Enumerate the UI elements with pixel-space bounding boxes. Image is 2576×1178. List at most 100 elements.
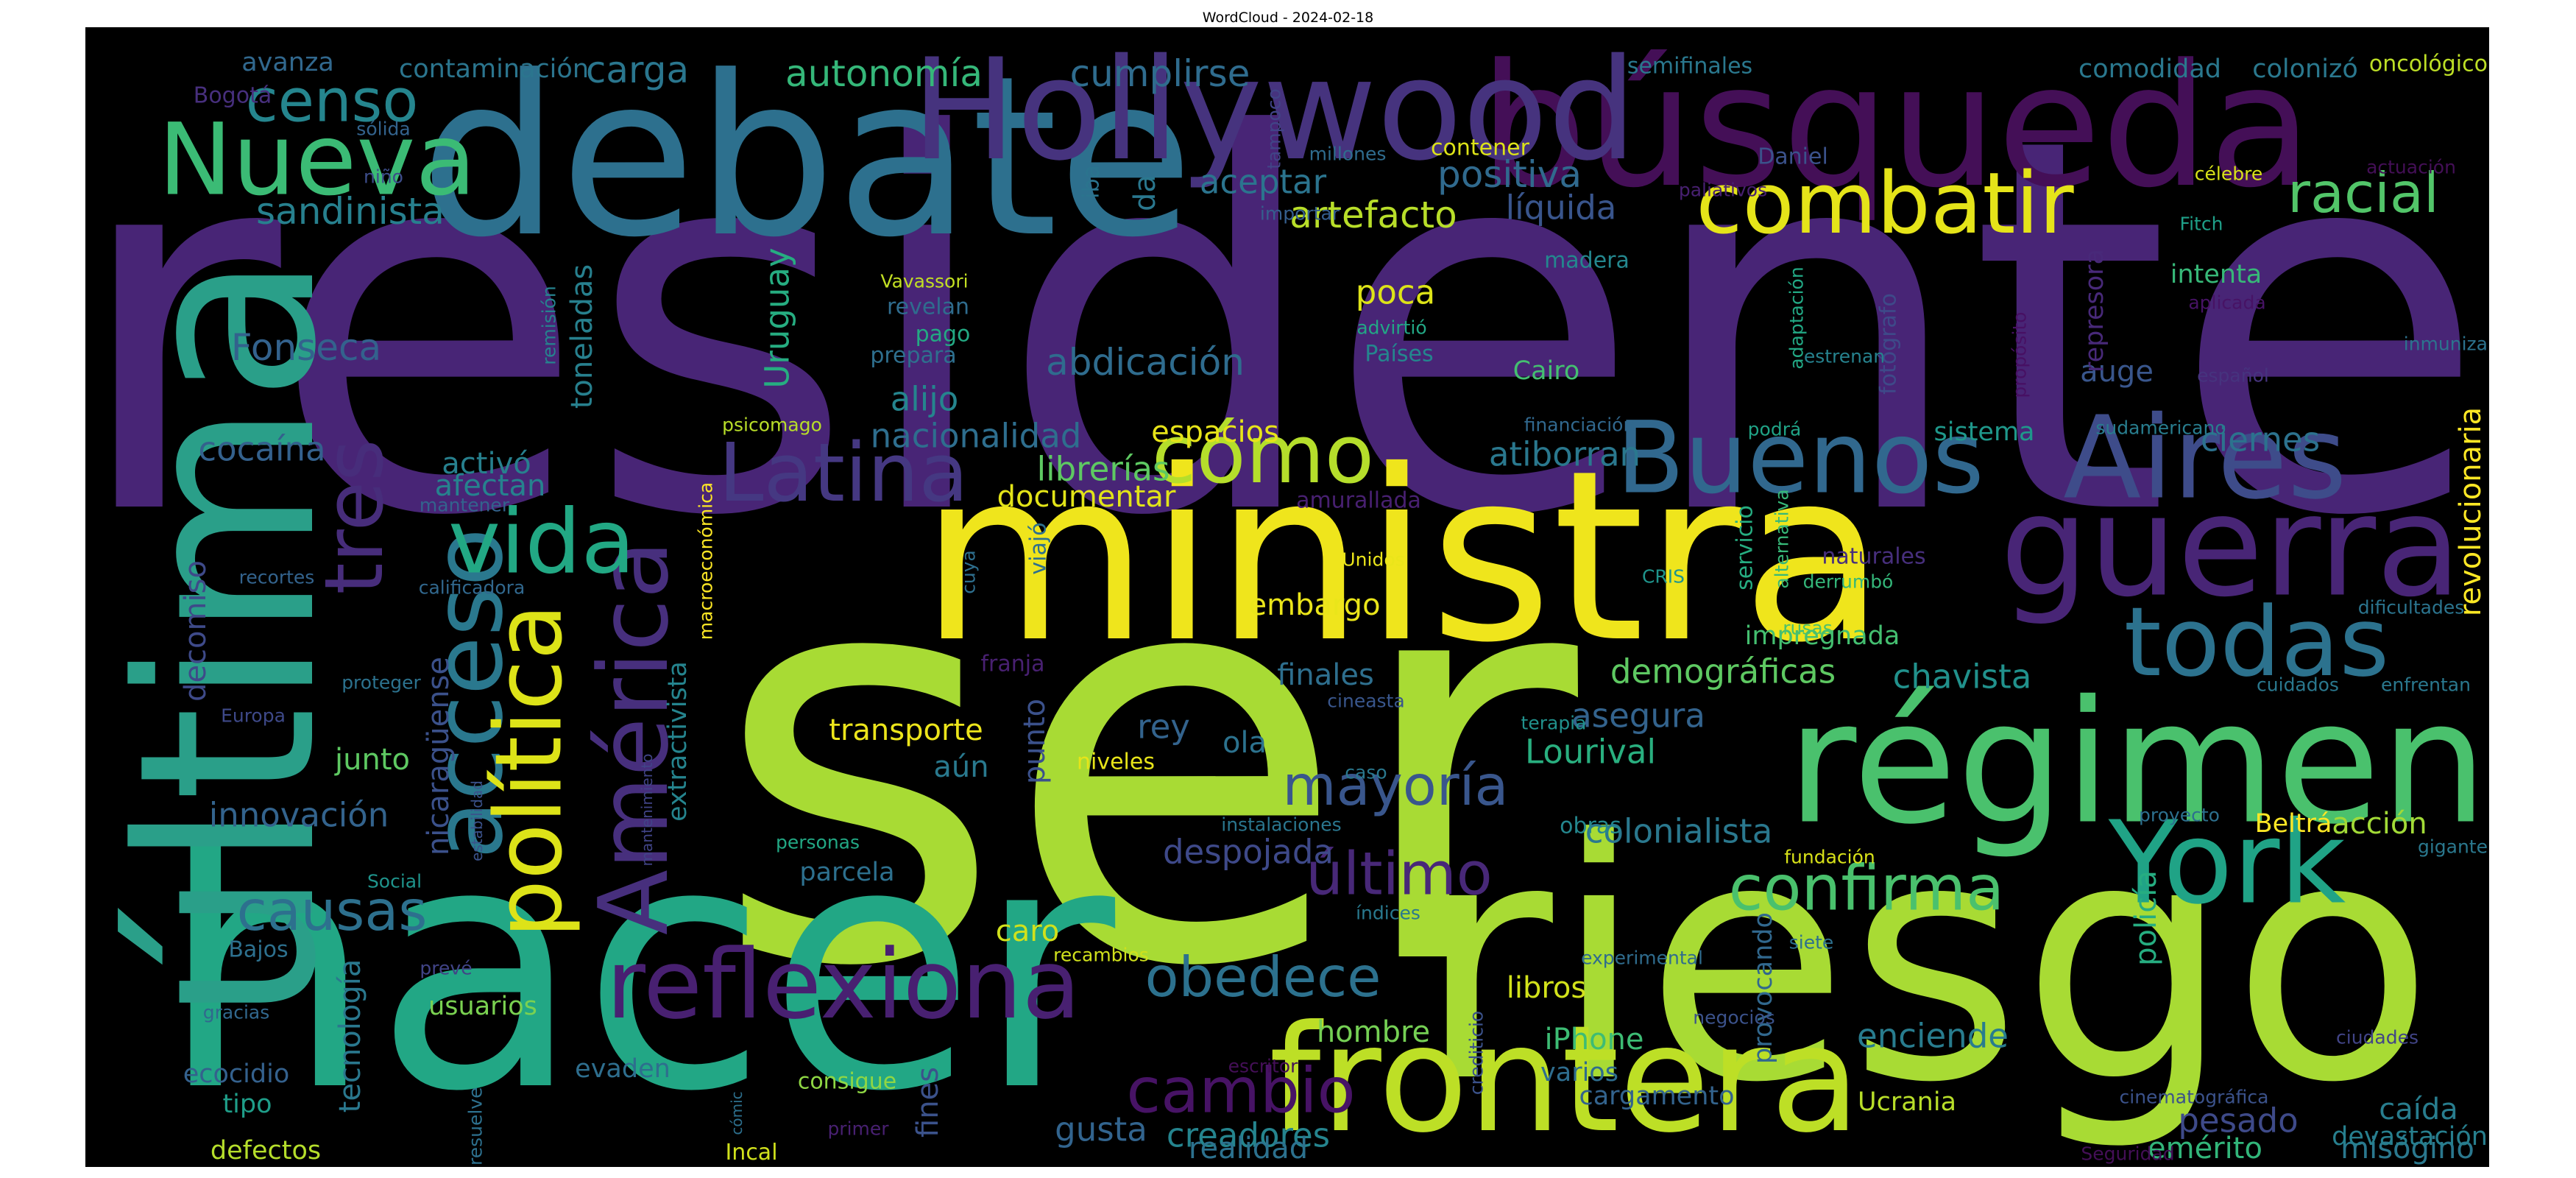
word-espacios: espacios xyxy=(1151,415,1279,449)
word-naturales: naturales xyxy=(1822,544,1925,570)
word-york: York xyxy=(2108,797,2346,930)
word-iphone: iPhone xyxy=(1544,1023,1643,1057)
word-provocando: provocando xyxy=(1749,912,1778,1064)
word-revolucionaria: revolucionaria xyxy=(2454,407,2488,616)
word-obras: obras xyxy=(1560,814,1621,839)
word-primer: primer xyxy=(827,1118,889,1140)
word-remision: remisión xyxy=(539,286,560,365)
word-librerias: librerías xyxy=(1037,450,1170,489)
word-amurallada: amurallada xyxy=(1296,488,1421,514)
word-decomiso: decomiso xyxy=(179,560,213,702)
word-derrumbo: derrumbó xyxy=(1803,571,1894,593)
word-aun: aún xyxy=(933,750,988,784)
word-acceso: acceso xyxy=(412,528,524,859)
word-latina: Latina xyxy=(718,426,969,520)
word-abdicacion: abdicación xyxy=(1046,341,1245,384)
word-beltra: Beltrá xyxy=(2255,809,2332,839)
word-colonizo: colonizó xyxy=(2252,54,2358,84)
word-mayoria: mayoría xyxy=(1283,753,1509,818)
word-emerito: emérito xyxy=(2148,1132,2262,1165)
word-actuacion: actuación xyxy=(2366,157,2456,178)
word-servicio: servicio xyxy=(1733,505,1758,590)
word-proyecto: proyecto xyxy=(2139,805,2220,826)
word-ser: ser xyxy=(712,438,1584,1089)
word-seguridad: Seguridad xyxy=(2081,1143,2174,1165)
word-intenta: intenta xyxy=(2170,260,2262,289)
word-racial: racial xyxy=(2287,161,2439,225)
word-dificultades: dificultades xyxy=(2358,597,2465,618)
word-accion: acción xyxy=(2332,807,2427,841)
word-ucrania: Ucrania xyxy=(1858,1087,1956,1117)
word-personas: personas xyxy=(776,832,860,853)
word-negocios: negocios xyxy=(1693,1007,1774,1029)
word-aplicada: aplicada xyxy=(2188,292,2265,314)
word-terapia: terapia xyxy=(1521,713,1587,734)
word-paliativos: paliativos xyxy=(1679,180,1767,201)
word-celebre: célebre xyxy=(2195,163,2262,185)
word-caro: caro xyxy=(996,914,1060,948)
word-tres: tres xyxy=(307,440,401,595)
word-varios: varios xyxy=(1540,1058,1618,1087)
word-importar: importar xyxy=(1260,203,1340,225)
word-nacionalidad: nacionalidad xyxy=(871,417,1082,456)
word-positiva: positiva xyxy=(1437,153,1582,196)
word-buenos: Buenos xyxy=(1616,401,1984,516)
word-crediticio: crediticio xyxy=(1466,1011,1487,1095)
word-nueva: Nueva xyxy=(158,102,476,218)
word-asegura: asegura xyxy=(1571,696,1705,736)
word-cocaina: cocaína xyxy=(198,430,325,469)
word-activo: activó xyxy=(442,447,531,481)
word-extractivista: extractivista xyxy=(663,661,693,822)
word-franja: franja xyxy=(980,652,1044,677)
word-oncologico: oncológico xyxy=(2369,52,2488,77)
word-instalaciones: instalaciones xyxy=(1221,814,1341,836)
word-ministra: ministra xyxy=(920,420,1886,694)
word-advirtio: advirtió xyxy=(1356,317,1426,339)
chart-title: WordCloud - 2024-02-18 xyxy=(1202,10,1374,26)
word-demograficas: demográficas xyxy=(1610,652,1836,691)
word-impregnada: impregnada xyxy=(1745,621,1900,651)
word-causas: causas xyxy=(237,878,428,943)
word-rusas: rusas xyxy=(1783,618,1833,639)
word-chavista: chavista xyxy=(1893,657,2032,696)
word-cineasta: cineasta xyxy=(1327,691,1404,712)
word-parcela: parcela xyxy=(799,858,894,887)
word-mantener: mantener xyxy=(420,495,510,516)
word-pesado: pesado xyxy=(2178,1101,2298,1140)
word-prepara: prepara xyxy=(870,343,956,369)
word-embargo: embargo xyxy=(1248,588,1380,622)
word-atiborran: atiborran xyxy=(1489,435,1641,474)
word-fotografo: fotógrafo xyxy=(1876,293,1902,395)
word-carga: carga xyxy=(586,49,689,91)
word-macroeconomica: macroeconómica xyxy=(696,482,717,640)
word-solida: sólida xyxy=(356,119,410,140)
word-realidad: realidad xyxy=(1189,1132,1308,1165)
word-inmuniza: inmuniza xyxy=(2404,334,2488,355)
word-ciudades: ciudades xyxy=(2336,1027,2418,1048)
word-financiacion: financiación xyxy=(1524,415,1635,436)
word-colonialista: colonialista xyxy=(1585,812,1773,851)
word-usuarios: usuarios xyxy=(428,992,537,1021)
word-cambio: cambio xyxy=(1126,1055,1355,1128)
word-tampoco: tampoco xyxy=(1264,88,1285,169)
word-iba: iba xyxy=(1079,165,1105,199)
word-debate: debate xyxy=(420,29,1193,286)
word-todas: todas xyxy=(2124,586,2389,698)
word-junto: junto xyxy=(334,743,410,777)
word-libros: libros xyxy=(1507,971,1587,1005)
word-pago: pago xyxy=(916,322,971,348)
word-cargamento: cargamento xyxy=(1579,1082,1734,1111)
word-caso: caso xyxy=(1345,762,1387,783)
word-enciende: enciende xyxy=(1857,1017,2009,1056)
word-ecocidio: ecocidio xyxy=(183,1059,290,1089)
word-guerra: guerra xyxy=(2000,465,2461,628)
word-recambios: recambios xyxy=(1053,945,1149,966)
word-preve: prevé xyxy=(420,958,472,979)
word-consigue: consigue xyxy=(798,1069,896,1095)
word-fitch: Fitch xyxy=(2180,214,2223,235)
word-vavassori: Vavassori xyxy=(880,271,968,292)
word-sudamericano: sudamericano xyxy=(2095,417,2226,439)
word-liquida: líquida xyxy=(1506,188,1617,228)
word-proteger: proteger xyxy=(342,672,421,694)
word-aires: Aires xyxy=(2063,392,2347,525)
